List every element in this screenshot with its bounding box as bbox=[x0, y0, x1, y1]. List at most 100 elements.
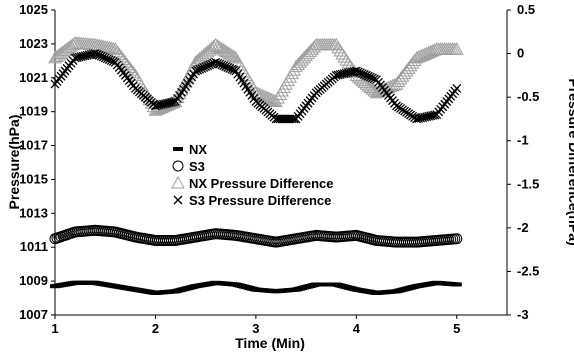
legend-marker bbox=[171, 175, 185, 189]
data-point bbox=[295, 53, 309, 66]
data-point bbox=[114, 50, 129, 63]
data-point bbox=[234, 61, 249, 74]
data-point bbox=[277, 80, 291, 94]
y-right-tick-label: -0.5 bbox=[517, 89, 539, 104]
data-point bbox=[439, 42, 454, 55]
data-point bbox=[283, 70, 297, 83]
legend-label: S3 Pressure Difference bbox=[189, 193, 331, 208]
series-s3 bbox=[49, 224, 463, 248]
data-point bbox=[321, 37, 336, 51]
data-point bbox=[279, 77, 293, 90]
x-tick-label: 5 bbox=[453, 321, 460, 336]
legend-label: S3 bbox=[189, 159, 205, 174]
series-nx-pressure-difference bbox=[48, 36, 464, 116]
data-point bbox=[108, 42, 123, 55]
data-point bbox=[126, 65, 141, 79]
data-point bbox=[385, 78, 400, 92]
x-tick-labels: 1 2 3 4 5 bbox=[51, 315, 460, 336]
x-tick-label: 1 bbox=[51, 321, 58, 336]
y-right-tick-label: 0.5 bbox=[517, 2, 535, 17]
data-point bbox=[259, 90, 273, 103]
series-nx bbox=[50, 280, 462, 295]
data-point bbox=[281, 73, 295, 87]
y-right-tick-label: -1 bbox=[517, 133, 529, 148]
data-point bbox=[64, 39, 78, 52]
data-point bbox=[425, 43, 440, 57]
y-left-tick-label: 1019 bbox=[19, 104, 48, 119]
data-point bbox=[301, 46, 315, 60]
plot-area bbox=[48, 36, 464, 295]
data-point bbox=[116, 52, 131, 66]
x-tick-label: 3 bbox=[252, 321, 259, 336]
data-point bbox=[451, 282, 462, 287]
data-point bbox=[110, 44, 125, 58]
data-point bbox=[445, 42, 460, 55]
axes bbox=[54, 10, 508, 316]
legend-label: NX bbox=[189, 142, 207, 157]
data-point bbox=[449, 42, 464, 55]
y-left-tick-label: 1013 bbox=[19, 205, 48, 220]
data-point bbox=[307, 39, 321, 53]
data-point bbox=[122, 60, 137, 74]
data-point bbox=[66, 37, 80, 51]
data-point bbox=[124, 63, 139, 76]
y-right-tick-label: 0 bbox=[517, 46, 524, 61]
data-point bbox=[423, 44, 438, 58]
legend-marker bbox=[173, 195, 183, 205]
y-left-tick-label: 1011 bbox=[20, 239, 48, 254]
data-point bbox=[293, 55, 307, 68]
y-left-tick-label: 1009 bbox=[19, 273, 48, 288]
data-point bbox=[120, 57, 135, 71]
y-left-tick-labels: 1007 1009 1011 1013 1015 1017 1019 1021 1023 1025 bbox=[19, 2, 55, 322]
data-point bbox=[435, 42, 450, 55]
data-point bbox=[451, 233, 463, 245]
data-point bbox=[253, 87, 267, 101]
data-point bbox=[204, 41, 219, 54]
data-point bbox=[437, 42, 452, 55]
y-left-axis-title: Pressure(hPa) bbox=[6, 115, 22, 210]
data-point bbox=[443, 42, 458, 55]
data-point bbox=[112, 47, 127, 60]
y-left-tick-label: 1021 bbox=[19, 70, 48, 85]
x-tick-label: 2 bbox=[152, 321, 159, 336]
data-point bbox=[299, 48, 313, 62]
data-point bbox=[319, 37, 334, 51]
y-right-tick-label: -1.5 bbox=[517, 176, 539, 191]
data-point bbox=[249, 85, 263, 99]
data-point bbox=[297, 50, 311, 64]
y-right-tick-label: -2.5 bbox=[517, 263, 539, 278]
data-point bbox=[267, 93, 281, 107]
y-left-tick-label: 1015 bbox=[19, 171, 48, 186]
data-point bbox=[387, 77, 402, 91]
data-point bbox=[447, 42, 462, 55]
data-point bbox=[287, 114, 297, 124]
data-point bbox=[261, 90, 275, 104]
y-left-tick-label: 1023 bbox=[19, 36, 48, 51]
x-tick-label: 4 bbox=[353, 321, 361, 336]
y-left-tick-label: 1025 bbox=[19, 2, 48, 17]
data-point bbox=[291, 57, 305, 70]
data-point bbox=[317, 37, 332, 51]
data-point bbox=[441, 42, 456, 55]
data-point bbox=[226, 49, 241, 63]
legend: NX S3 NX Pressure Difference S3 Pressure Di… bbox=[171, 142, 334, 208]
y-right-tick-label: -2 bbox=[517, 220, 529, 235]
data-point bbox=[452, 83, 462, 93]
legend-marker bbox=[172, 160, 184, 172]
data-point bbox=[303, 44, 317, 57]
data-point bbox=[255, 88, 269, 101]
y-right-tick-label: -3 bbox=[517, 307, 529, 322]
data-point bbox=[118, 55, 133, 68]
data-point bbox=[289, 59, 303, 73]
y-right-tick-labels: -3 -2.5 -2 -1.5 -1 -0.5 0 0.5 bbox=[507, 2, 539, 322]
legend-marker bbox=[173, 147, 183, 151]
y-right-axis-title: Pressure Difference(hPa) bbox=[566, 78, 574, 245]
data-point bbox=[263, 91, 277, 105]
data-point bbox=[275, 83, 289, 97]
legend-label: NX Pressure Difference bbox=[189, 176, 334, 191]
y-left-tick-label: 1007 bbox=[19, 307, 48, 322]
x-axis-title: Time (Min) bbox=[235, 335, 305, 351]
series-s3-pressure-difference bbox=[50, 49, 462, 124]
y-left-tick-label: 1017 bbox=[19, 138, 48, 153]
